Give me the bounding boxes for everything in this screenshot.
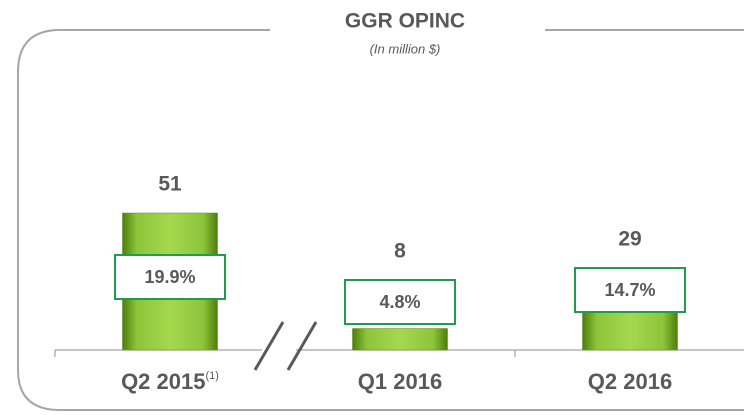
x-tick-label: Q2 2015(1) bbox=[121, 369, 219, 394]
category-name: Q2 2015 bbox=[121, 369, 205, 394]
value-label: 29 bbox=[618, 228, 641, 251]
category-name: Q2 2016 bbox=[588, 369, 672, 394]
margin-label: 19.9% bbox=[144, 267, 195, 287]
axis-break bbox=[286, 321, 318, 371]
margin-box bbox=[344, 279, 456, 325]
x-tick-label: Q1 2016 bbox=[358, 369, 442, 394]
frame bbox=[17, 29, 744, 411]
category-name: Q1 2016 bbox=[358, 369, 442, 394]
value-label: 8 bbox=[394, 240, 406, 263]
bar bbox=[352, 328, 448, 351]
chart-title: GGR OPINC bbox=[345, 10, 465, 33]
footnote-mark: (1) bbox=[205, 370, 218, 382]
margin-label: 14.7% bbox=[604, 280, 655, 300]
margin-label: 4.8% bbox=[379, 292, 420, 312]
value-label: 51 bbox=[158, 173, 182, 196]
chart-subtitle: (In million $) bbox=[370, 41, 441, 56]
axis-break bbox=[253, 321, 285, 371]
x-tick-label: Q2 2016 bbox=[588, 369, 672, 394]
margin-box bbox=[574, 267, 686, 313]
margin-box bbox=[114, 254, 226, 300]
